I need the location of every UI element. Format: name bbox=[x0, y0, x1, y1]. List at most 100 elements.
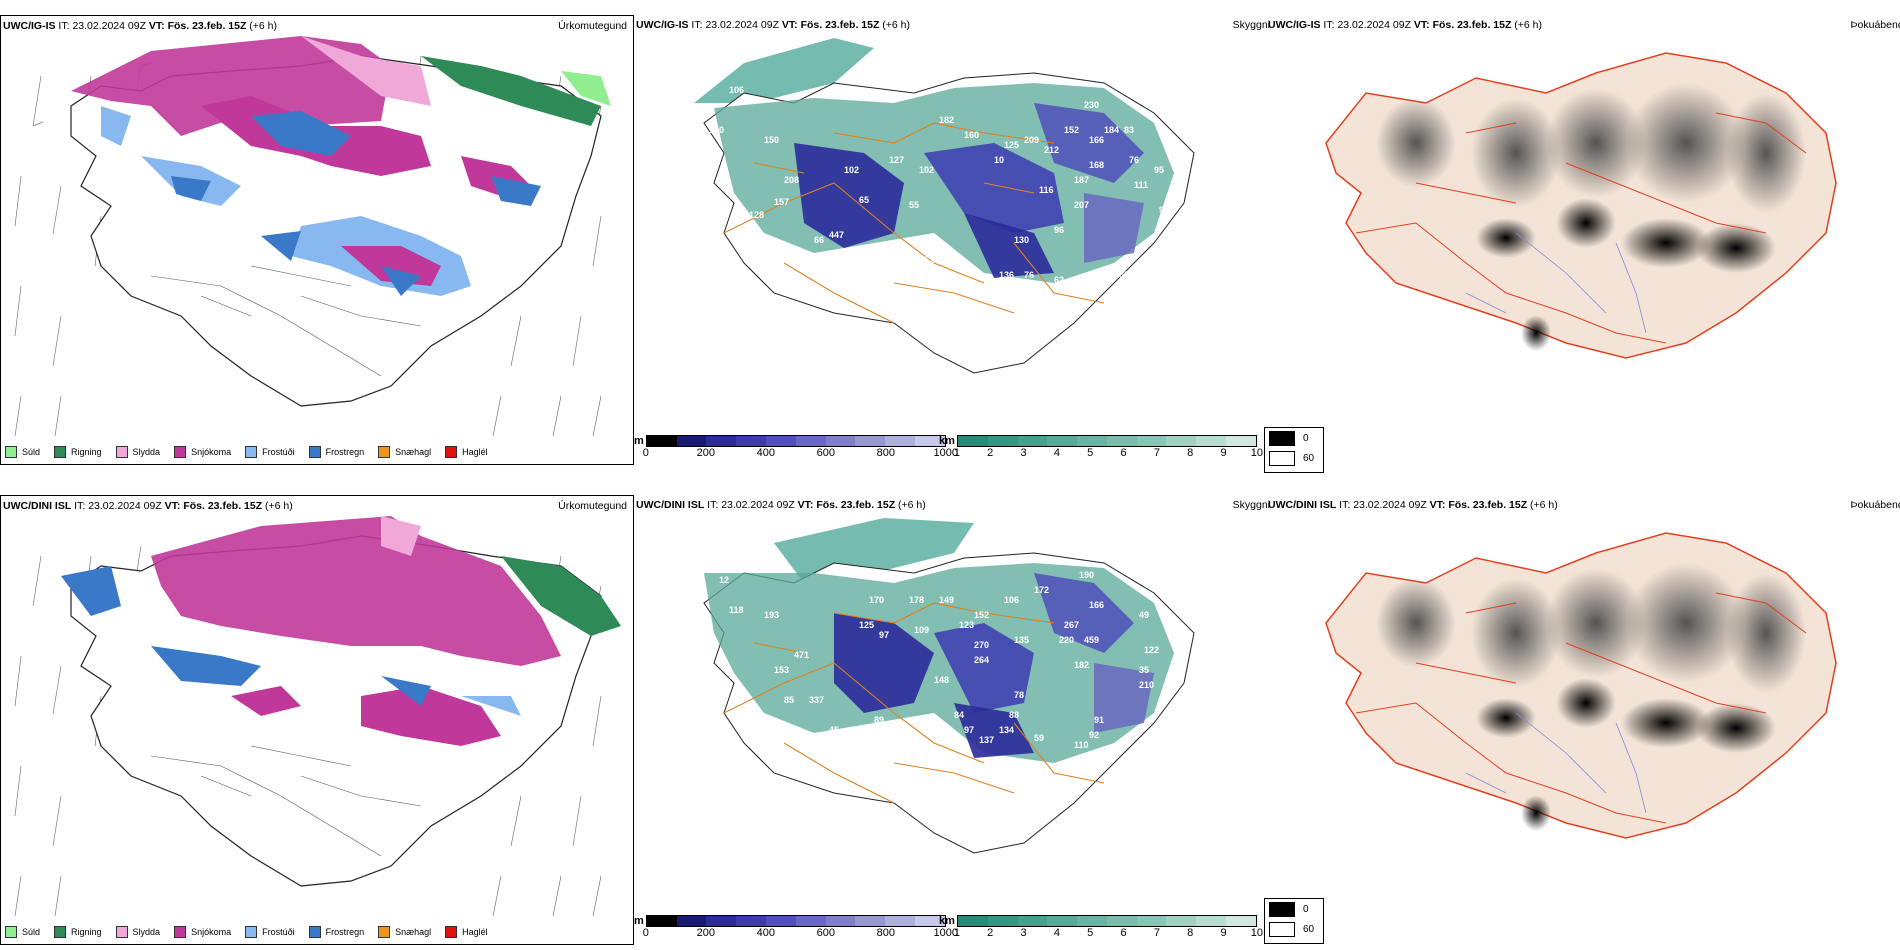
fog-legend-swatch bbox=[1269, 921, 1295, 937]
colorbar-segment bbox=[676, 916, 707, 926]
colorbar-tick: 4 bbox=[1053, 927, 1060, 939]
legend-swatch bbox=[308, 926, 321, 938]
svg-text:170: 170 bbox=[869, 595, 884, 605]
colorbar-tick: 200 bbox=[696, 447, 715, 459]
legend-item-snjokoma: Snjókoma bbox=[174, 446, 231, 458]
colorbar-segment bbox=[885, 436, 915, 446]
svg-text:88: 88 bbox=[1009, 710, 1019, 720]
legend-swatch bbox=[245, 926, 258, 938]
panel-title: Þokuábendi bbox=[1850, 19, 1900, 31]
colorbar-segment bbox=[1017, 436, 1048, 446]
colorbar-tick: 6 bbox=[1120, 927, 1127, 939]
precip-fields bbox=[61, 516, 621, 746]
colorbar-km-ticks: 1 2 3 4 5 6 7 8 9 10 bbox=[954, 447, 1263, 461]
svg-text:447: 447 bbox=[829, 230, 844, 240]
svg-text:59: 59 bbox=[1034, 733, 1044, 743]
panel-header: UWC/DINI ISL IT: 23.02.2024 09Z VT: Fös.… bbox=[1268, 499, 1558, 511]
svg-text:149: 149 bbox=[939, 595, 954, 605]
legend-swatch bbox=[5, 446, 17, 458]
svg-text:337: 337 bbox=[809, 695, 824, 705]
legend-item-frostregn: Frostregn bbox=[308, 446, 364, 458]
svg-text:178: 178 bbox=[909, 595, 924, 605]
colorbar-segment bbox=[1047, 916, 1078, 926]
colorbar-segment bbox=[1047, 436, 1078, 446]
cloud-panel: UWC/DINI ISL IT: 23.02.2024 09Z VT: Fös.… bbox=[634, 495, 1270, 950]
legend-item-haglel: Haglél bbox=[445, 926, 488, 938]
colorbar-tick: 0 bbox=[642, 927, 649, 939]
svg-text:168: 168 bbox=[1089, 160, 1104, 170]
colorbar-segment bbox=[1077, 436, 1107, 446]
colorbar-km: km 1 2 3 4 5 6 7 8 9 10 bbox=[939, 435, 1264, 459]
svg-text:135: 135 bbox=[1014, 635, 1029, 645]
svg-text:166: 166 bbox=[1089, 135, 1104, 145]
colorbar-m-bar bbox=[645, 435, 946, 447]
svg-text:76: 76 bbox=[1024, 270, 1034, 280]
svg-text:106: 106 bbox=[1004, 595, 1019, 605]
colorbar-segment bbox=[736, 916, 766, 926]
colorbar-km: km 1 2 3 4 5 6 7 8 9 10 bbox=[939, 915, 1264, 939]
colorbar-segment bbox=[957, 916, 988, 926]
svg-text:106: 106 bbox=[729, 85, 744, 95]
colorbar-segment bbox=[1166, 436, 1197, 446]
svg-text:95: 95 bbox=[1154, 165, 1164, 175]
svg-text:148: 148 bbox=[934, 675, 949, 685]
legend-item-snaehagl: Snæhagl bbox=[378, 446, 431, 458]
svg-text:118: 118 bbox=[729, 605, 744, 615]
panel-title: Úrkomutegund bbox=[558, 500, 627, 512]
svg-text:45: 45 bbox=[829, 725, 839, 735]
legend-swatch bbox=[54, 926, 67, 938]
colorbar-segment bbox=[987, 436, 1018, 446]
legend-item-frostudi: Frostúði bbox=[245, 926, 295, 938]
colorbar-tick: 400 bbox=[756, 927, 775, 939]
legend-item-snjokoma: Snjókoma bbox=[174, 926, 231, 938]
legend-item-frostudi: Frostúði bbox=[245, 446, 295, 458]
colorbar-segment bbox=[1196, 916, 1227, 926]
colorbar-tick: 2 bbox=[987, 927, 994, 939]
svg-text:208: 208 bbox=[784, 175, 799, 185]
svg-text:193: 193 bbox=[764, 610, 779, 620]
fog-legend: 0 60 bbox=[1264, 898, 1324, 944]
svg-text:135: 135 bbox=[1089, 275, 1104, 285]
colorbar-segment bbox=[1166, 916, 1197, 926]
colorbar-m-ticks: 0 200 400 600 800 1000 bbox=[642, 927, 958, 941]
svg-text:172: 172 bbox=[1034, 585, 1049, 595]
legend-swatch bbox=[378, 926, 391, 938]
colorbar-tick: 1000 bbox=[933, 927, 959, 939]
precip-panel: UWC/DINI ISL IT: 23.02.2024 09Z VT: Fös.… bbox=[0, 495, 634, 945]
panel-title: Úrkomutegund bbox=[558, 20, 627, 32]
legend-swatch bbox=[445, 926, 458, 938]
svg-text:137: 137 bbox=[979, 735, 994, 745]
colorbar-tick: 9 bbox=[1220, 447, 1227, 459]
svg-text:125: 125 bbox=[1004, 140, 1019, 150]
colorbar-segment bbox=[795, 916, 826, 926]
svg-text:122: 122 bbox=[1144, 645, 1159, 655]
svg-text:182: 182 bbox=[939, 115, 954, 125]
svg-text:209: 209 bbox=[1024, 135, 1039, 145]
colorbar-tick: 9 bbox=[1220, 927, 1227, 939]
cloud-fields bbox=[714, 83, 1174, 283]
colorbar-segment bbox=[825, 436, 856, 446]
svg-text:116: 116 bbox=[1039, 185, 1054, 195]
colorbar-tick: 200 bbox=[696, 927, 715, 939]
colorbar-segment bbox=[914, 436, 945, 446]
colorbar-tick: 7 bbox=[1153, 927, 1160, 939]
rivers bbox=[1465, 712, 1647, 814]
precip-map bbox=[14, 36, 611, 437]
cloud-fields bbox=[704, 563, 1174, 763]
svg-text:267: 267 bbox=[1064, 620, 1079, 630]
svg-text:66: 66 bbox=[814, 235, 824, 245]
colorbar-segment bbox=[1136, 436, 1167, 446]
panel-header: UWC/IG-IS IT: 23.02.2024 09Z VT: Fös. 23… bbox=[1268, 19, 1543, 31]
colorbar-segment bbox=[885, 916, 915, 926]
legend-item-slydda: Slydda bbox=[115, 926, 160, 938]
precip-map bbox=[14, 516, 621, 917]
colorbar-m-bar bbox=[645, 915, 946, 927]
contours bbox=[723, 602, 1105, 804]
svg-text:99: 99 bbox=[1159, 205, 1169, 215]
colorbar-segment bbox=[1196, 436, 1227, 446]
fog-legend-swatch bbox=[1269, 450, 1295, 466]
svg-text:184: 184 bbox=[1104, 125, 1119, 135]
colorbar-km-ticks: 1 2 3 4 5 6 7 8 9 10 bbox=[954, 927, 1263, 941]
legend-item-slydda: Slydda bbox=[115, 446, 160, 458]
colorbar-segment bbox=[706, 916, 737, 926]
